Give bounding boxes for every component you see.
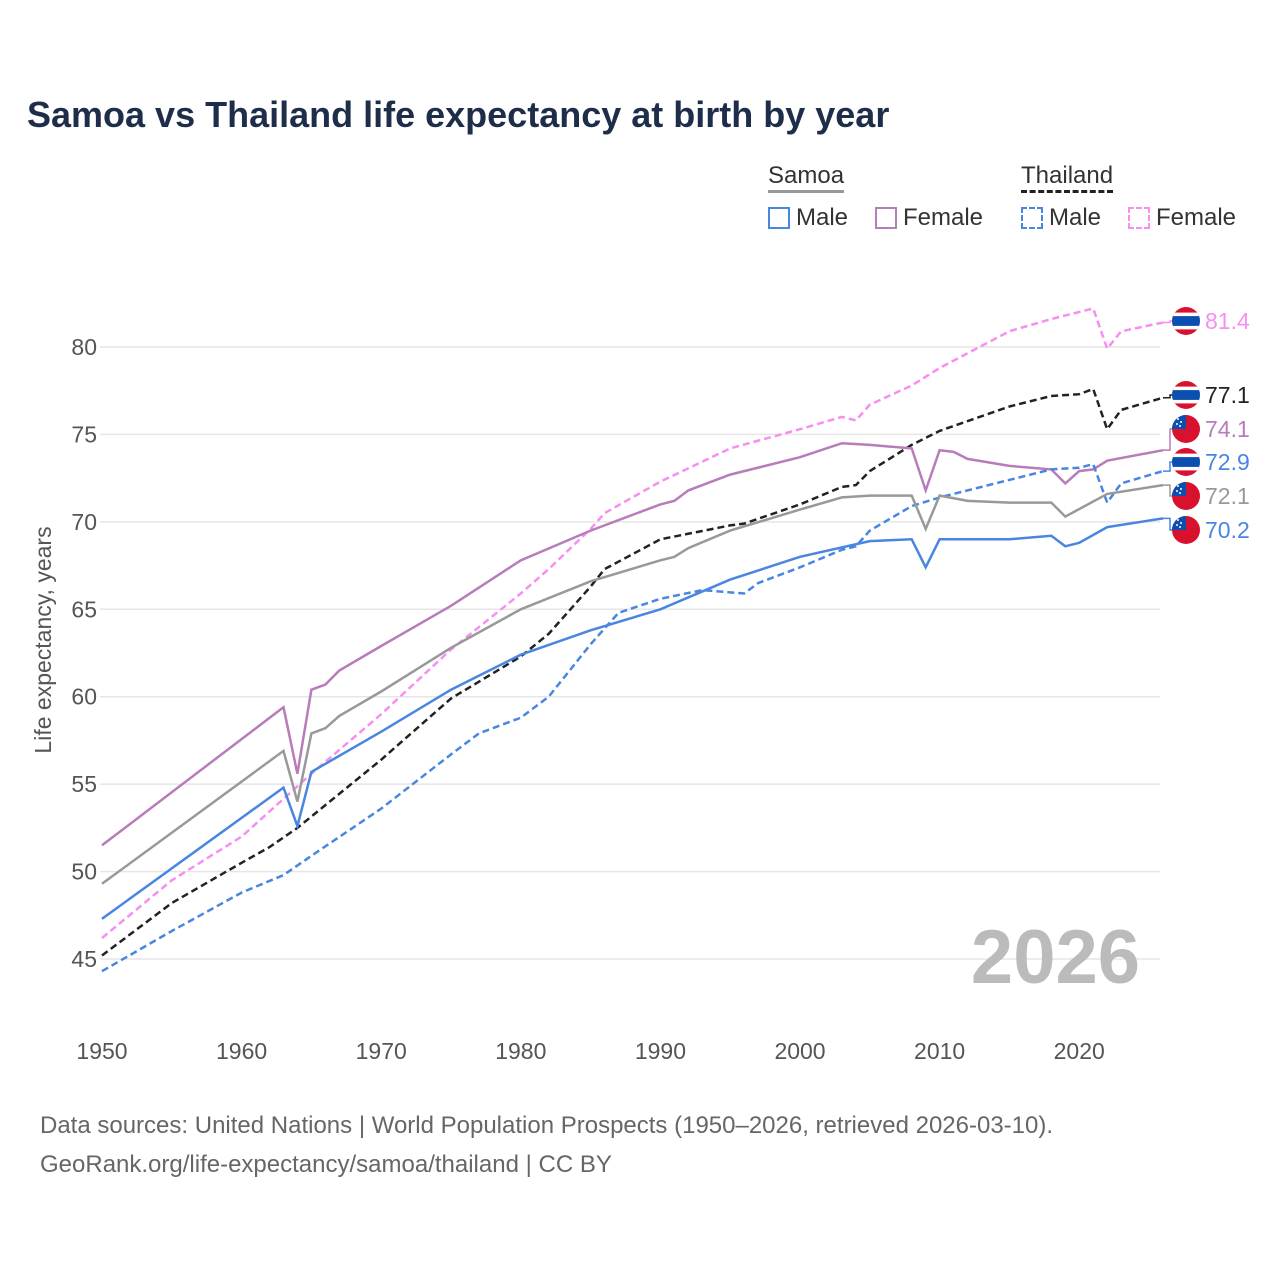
legend-group-samoa: Samoa: [768, 162, 845, 193]
y-tick-label: 60: [71, 684, 97, 710]
legend-samoa-female: Female: [875, 204, 983, 232]
end-value-label: 72.9: [1205, 449, 1250, 475]
end-value-label: 81.4: [1205, 308, 1250, 334]
legend-samoa-male: Male: [768, 204, 848, 232]
thailand-flag-icon: [1172, 307, 1200, 335]
y-tick-label: 45: [71, 946, 97, 972]
x-tick-label: 1980: [495, 1038, 546, 1064]
legend-swatch: [875, 207, 897, 229]
series-line-samoa-male: [101, 517, 1164, 920]
thailand-flag-icon: [1172, 381, 1200, 409]
end-value-label: 77.1: [1205, 382, 1250, 408]
legend-thailand-female: Female: [1128, 204, 1236, 232]
legend-label: Male: [1049, 204, 1102, 231]
thailand-flag-icon: [1172, 448, 1200, 476]
legend-label: Male: [796, 204, 849, 231]
end-value-label: 70.2: [1205, 517, 1250, 543]
legend-label: Female: [1156, 204, 1237, 231]
y-tick-label: 70: [71, 509, 97, 535]
series-line-thailand: [101, 387, 1164, 957]
x-tick-label: 2000: [774, 1038, 825, 1064]
y-tick-label: 75: [71, 421, 97, 447]
y-tick-label: 55: [71, 771, 97, 797]
y-tick-label: 80: [71, 334, 97, 360]
footer-sources: Data sources: United Nations | World Pop…: [40, 1112, 1054, 1139]
footer: Data sources: United Nations | World Pop…: [40, 1106, 1053, 1184]
x-tick-label: 1990: [635, 1038, 686, 1064]
y-axis-label: Life expectancy, years: [30, 526, 56, 753]
x-tick-label: 1960: [216, 1038, 267, 1064]
x-tick-label: 2020: [1054, 1038, 1105, 1064]
series-line-samoa-female: [101, 441, 1164, 847]
series-line-thailand-female: [101, 307, 1164, 939]
chart-title: Samoa vs Thailand life expectancy at bir…: [27, 94, 890, 135]
samoa-flag-icon: [1172, 516, 1200, 544]
samoa-flag-icon: [1172, 415, 1200, 443]
y-tick-label: 50: [71, 859, 97, 885]
legend-swatch: [1021, 207, 1043, 229]
legend-swatch: [768, 207, 790, 229]
series-line-samoa: [101, 483, 1164, 885]
x-tick-label: 1950: [76, 1038, 127, 1064]
samoa-flag-icon: [1172, 482, 1200, 510]
end-value-label: 74.1: [1205, 416, 1250, 442]
end-value-label: 72.1: [1205, 483, 1250, 509]
series-line-thailand-male: [101, 462, 1164, 973]
legend-label: Female: [903, 204, 984, 231]
footer-link[interactable]: GeoRank.org/life-expectancy/samoa/thaila…: [40, 1151, 612, 1178]
x-tick-label: 2010: [914, 1038, 965, 1064]
legend-thailand-male: Male: [1021, 204, 1101, 232]
y-tick-label: 65: [71, 596, 97, 622]
year-watermark: 2026: [971, 915, 1140, 1000]
legend-group-thailand: Thailand: [1021, 162, 1114, 193]
legend-swatch: [1128, 207, 1150, 229]
x-tick-label: 1970: [356, 1038, 407, 1064]
